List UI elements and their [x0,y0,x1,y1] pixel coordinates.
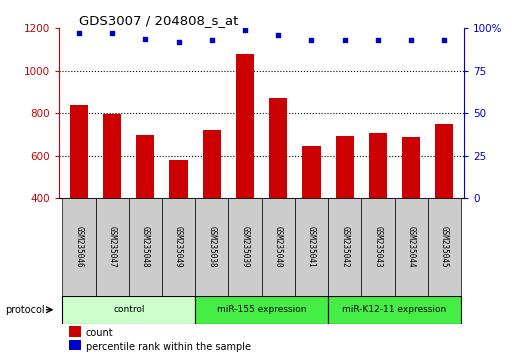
Bar [428,198,461,296]
Bar [236,54,254,198]
Bar [402,137,420,198]
Point [108,30,116,36]
Point [307,38,315,43]
Bar [302,146,321,198]
Bar [162,198,195,296]
Text: GSM235043: GSM235043 [373,226,382,268]
Text: percentile rank within the sample: percentile rank within the sample [86,342,251,352]
Point [75,30,83,36]
Bar [369,133,387,198]
Point [141,36,149,41]
Text: GSM235044: GSM235044 [407,226,416,268]
Bar [328,296,461,324]
Text: GSM235042: GSM235042 [340,226,349,268]
Text: GSM235047: GSM235047 [108,226,116,268]
Bar [435,124,453,198]
Bar [361,198,394,296]
Point [274,32,282,38]
Text: GSM235040: GSM235040 [274,226,283,268]
Bar [269,98,287,198]
Bar [195,296,328,324]
Bar [394,198,428,296]
Bar [228,198,262,296]
Bar [295,198,328,296]
Bar [62,198,95,296]
Bar [70,105,88,198]
Text: GSM235048: GSM235048 [141,226,150,268]
Bar [169,160,188,198]
Bar [103,114,121,198]
Point [374,38,382,43]
Bar [203,130,221,198]
Bar [195,198,228,296]
Text: GSM235038: GSM235038 [207,226,216,268]
Text: GSM235039: GSM235039 [241,226,249,268]
Text: GSM235041: GSM235041 [307,226,316,268]
Text: GSM235045: GSM235045 [440,226,449,268]
Text: miR-K12-11 expression: miR-K12-11 expression [342,305,447,314]
Text: protocol: protocol [5,305,45,315]
Bar [129,198,162,296]
Text: GSM235049: GSM235049 [174,226,183,268]
Bar [95,198,129,296]
Point [407,38,415,43]
Bar [336,136,354,198]
Text: miR-155 expression: miR-155 expression [217,305,306,314]
Text: count: count [86,329,113,338]
Point [341,38,349,43]
Bar [62,296,195,324]
Text: GSM235046: GSM235046 [74,226,84,268]
Point [174,39,183,45]
Point [440,38,448,43]
Bar [262,198,295,296]
Text: GDS3007 / 204808_s_at: GDS3007 / 204808_s_at [79,14,239,27]
Bar [328,198,361,296]
Text: control: control [113,305,145,314]
Point [208,38,216,43]
Point [241,27,249,33]
Bar [136,135,154,198]
